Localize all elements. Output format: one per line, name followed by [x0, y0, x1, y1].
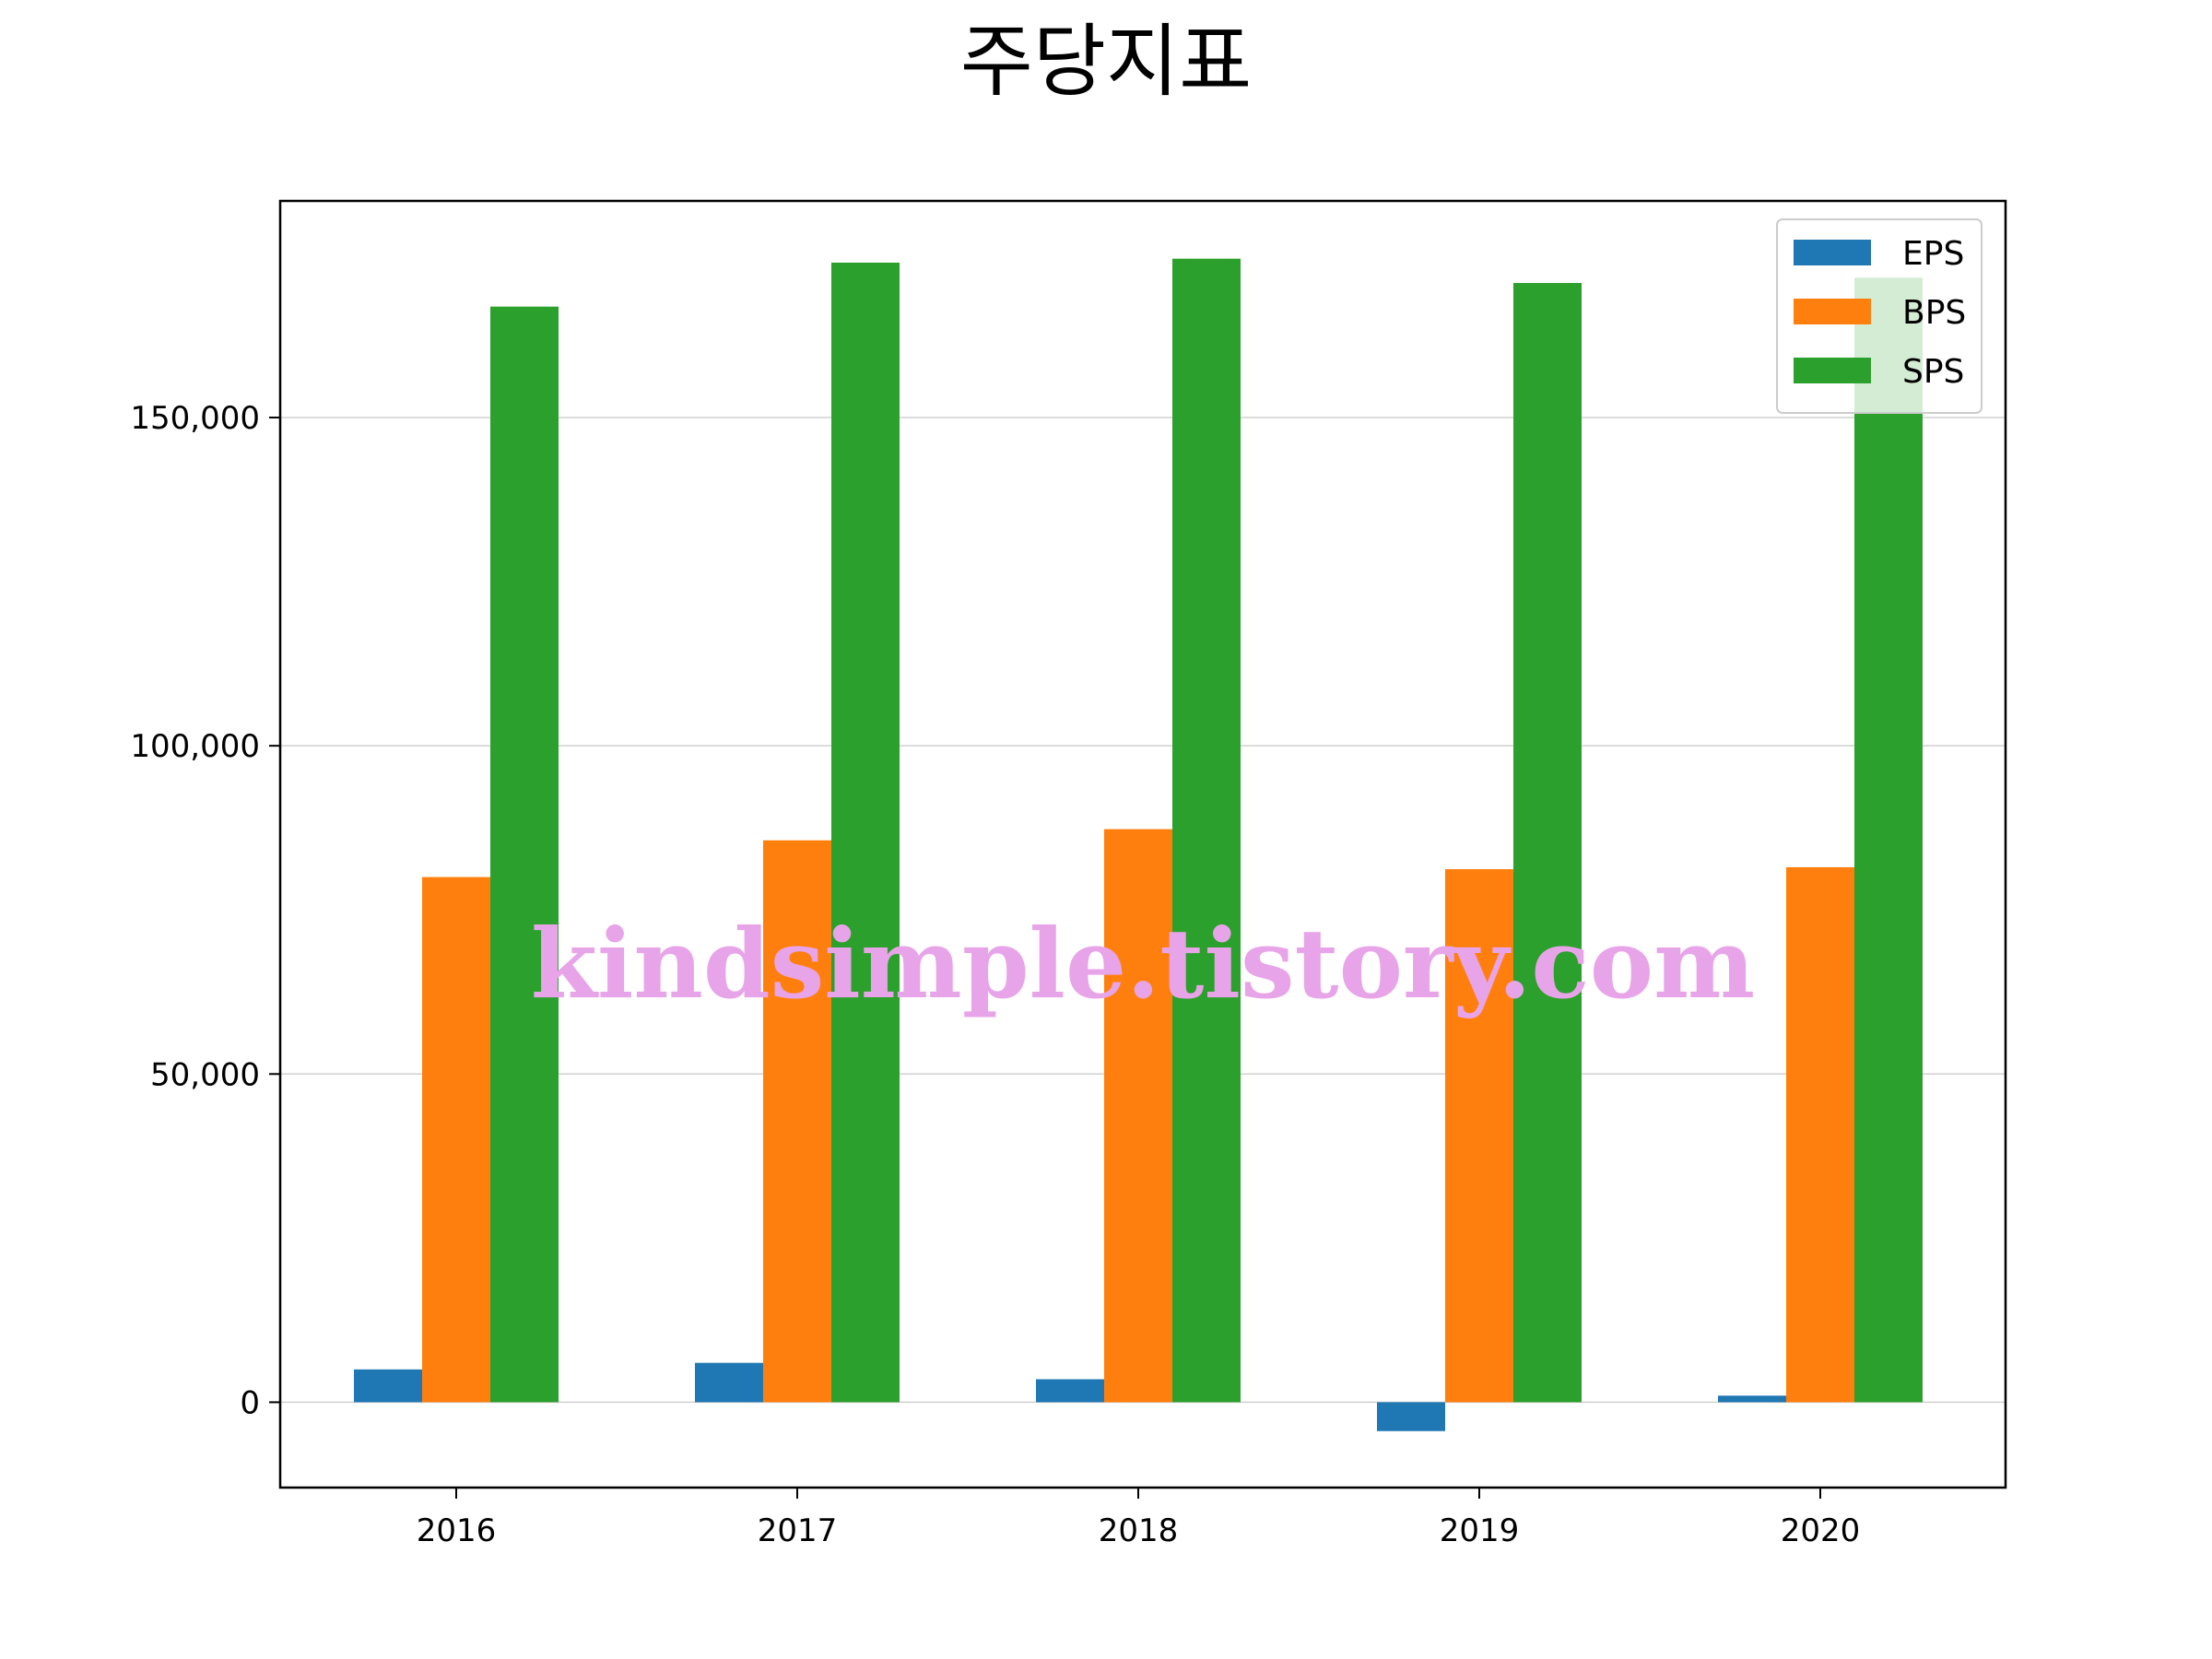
- bar-sps: [490, 306, 559, 1403]
- bar-sps: [831, 262, 900, 1403]
- y-tick-label: 50,000: [150, 1056, 260, 1093]
- bar-eps: [1377, 1402, 1445, 1431]
- legend-label: BPS: [1902, 294, 1966, 332]
- legend-swatch: [1794, 358, 1871, 383]
- bar-bps: [422, 877, 490, 1403]
- bar-bps: [1104, 829, 1172, 1403]
- legend-label: EPS: [1902, 235, 1964, 273]
- bar-bps: [763, 840, 831, 1403]
- plot-frame: [278, 199, 2007, 1489]
- x-tick-label: 2017: [758, 1512, 838, 1549]
- x-tick-label: 2020: [1781, 1512, 1861, 1549]
- bar-sps: [1513, 283, 1582, 1403]
- bar-sps: [1172, 258, 1241, 1403]
- bar-eps: [1718, 1395, 1786, 1403]
- chart-title: 주당지표: [960, 16, 1252, 108]
- x-tick-label: 2018: [1099, 1512, 1179, 1549]
- bar-eps: [1036, 1379, 1104, 1403]
- bar-eps: [695, 1362, 763, 1403]
- watermark: kindsimple.tistory.com: [531, 907, 1755, 1020]
- legend-label: SPS: [1902, 353, 1964, 391]
- y-tick-label: 150,000: [130, 400, 260, 437]
- x-tick-label: 2016: [417, 1512, 497, 1549]
- x-axis: 2016 2017 2018 2019 2020: [417, 1488, 1861, 1549]
- legend-swatch: [1794, 240, 1871, 265]
- bar-bps: [1786, 866, 1854, 1403]
- bar-sps: [1854, 277, 1923, 1403]
- y-axis: 0 50,000 100,000 150,000: [130, 400, 280, 1421]
- bar-bps: [1445, 869, 1513, 1403]
- y-tick-label: 0: [240, 1384, 260, 1421]
- bars: [354, 258, 1923, 1431]
- legend-swatch: [1794, 299, 1871, 324]
- y-tick-label: 100,000: [130, 728, 260, 765]
- bar-eps: [354, 1369, 422, 1403]
- legend: EPS BPS SPS: [1776, 218, 1983, 414]
- x-tick-label: 2019: [1440, 1512, 1520, 1549]
